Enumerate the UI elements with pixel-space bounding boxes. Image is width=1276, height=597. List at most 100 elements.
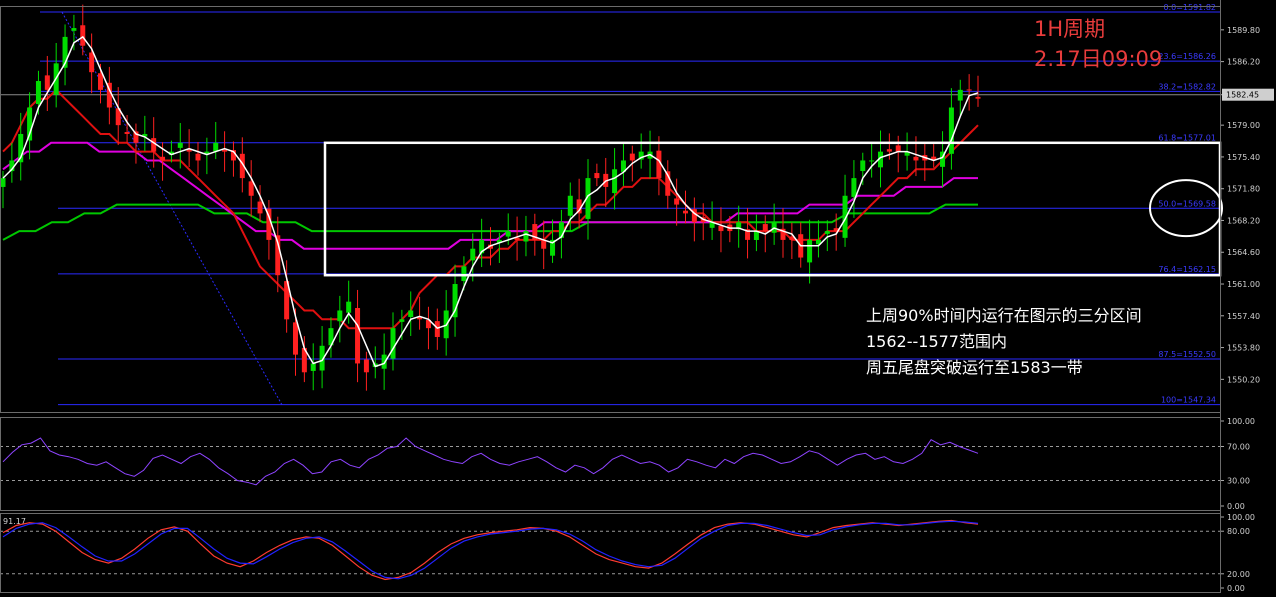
candle-body [62,36,68,68]
candle-body [558,222,564,238]
price-tick-label: 1550.20 [1227,375,1260,384]
candle-body [860,160,866,172]
moving-averages [2,88,979,330]
candle-body [665,171,671,196]
candle-body [275,235,281,276]
candle-body [851,178,857,197]
candle-body [124,132,130,134]
candle-body [195,153,201,161]
candle-body [381,354,387,369]
candle-body [35,81,41,105]
candle-body [904,151,910,156]
candle-body [222,149,228,152]
stochastic-panel: 100.00 80.00 20.00 0.00 91.17 [0,513,1255,593]
ma-short-group [2,35,979,368]
current-price-label: 1582.45 [1226,91,1259,100]
candle-body [514,237,520,240]
candle-body [878,151,883,168]
candle-body [753,231,759,240]
candle-body [913,156,919,161]
candle-body [488,244,493,249]
price-axis: 1589.80 1586.20 1582.45 1579.00 1575.40 1571.… [1220,26,1274,384]
price-tick-label: 1568.20 [1227,216,1260,225]
range-box [323,141,1223,277]
current-price-badge [1222,88,1274,101]
candle-body [239,153,245,179]
candle-body [346,301,352,313]
candle-body [576,199,582,214]
candle-body [106,82,112,108]
ma-fast-line [2,88,979,330]
stoch-tick-label: 20.00 [1227,570,1250,579]
candle-body [638,151,644,160]
candle-body [966,89,972,91]
stoch-tick-label: 80.00 [1227,527,1250,536]
range-box-rect [323,141,1222,277]
price-tick-label: 1586.20 [1227,58,1260,67]
candle-body [133,131,139,143]
candle-body [505,231,511,237]
ma-short-line [2,35,979,368]
price-tick-label: 1557.40 [1227,312,1260,321]
candle-body [718,225,724,232]
candle-body [479,239,485,254]
candle-body [789,236,795,240]
candle-body [612,169,618,194]
price-tick-label: 1561.00 [1227,280,1260,289]
candle-body [390,328,396,359]
candles [0,4,981,391]
candle-body [213,142,219,152]
candle-body [284,281,290,320]
rsi-panel: 100.00 70.00 30.00 0.00 [0,417,1255,511]
candle-body [160,156,166,161]
candle-body [168,151,174,155]
candle-body [434,321,440,337]
candle-body [886,149,892,152]
stoch-readout: 91.17 [3,517,26,526]
candle-body [461,266,467,282]
candle-body [691,209,697,223]
candle-body [177,142,183,148]
candle-body [408,310,414,317]
fib-label: 0.0=1591.82 [1163,3,1216,12]
rsi-tick-label: 100.00 [1227,417,1255,426]
candle-body [257,201,263,214]
chart-subtitle: 2.17日09:09 [1034,47,1163,71]
candle-body [363,359,369,373]
candle-body [975,96,981,99]
annotation-line-1: 上周90%时间内运行在图示的三分区间 [866,306,1142,325]
candle-body [736,222,742,230]
candle-body [674,198,680,205]
candle-body [824,231,830,234]
candle-body [842,195,848,238]
highlight-circle [1149,179,1223,238]
candle-body [948,107,954,154]
price-tick-label: 1589.80 [1227,26,1260,35]
candle-body [762,224,768,232]
candle-body [328,328,334,346]
candle-body [142,133,148,137]
candle-body [815,239,821,245]
candle-body [833,228,839,232]
candle-body [204,151,210,154]
candle-body [337,310,343,322]
candle-body [115,108,121,126]
candle-body [957,89,963,101]
candle-body [89,52,95,73]
rsi-tick-label: 30.00 [1227,477,1250,486]
panel-frames [0,0,1221,593]
candle-body [266,208,272,240]
stoch-line [2,519,979,581]
stoch-tick-label: 100.00 [1227,513,1255,522]
candle-body [709,222,715,228]
fib-label: 76.4=1562.15 [1158,265,1216,274]
candle-body [319,345,325,371]
stoch-line [2,520,979,580]
fib-label: 50.0=1569.58 [1158,199,1216,208]
candle-body [550,239,556,256]
candle-body [780,228,786,240]
candle-body [425,319,431,329]
price-tick-label: 1571.80 [1227,185,1260,194]
